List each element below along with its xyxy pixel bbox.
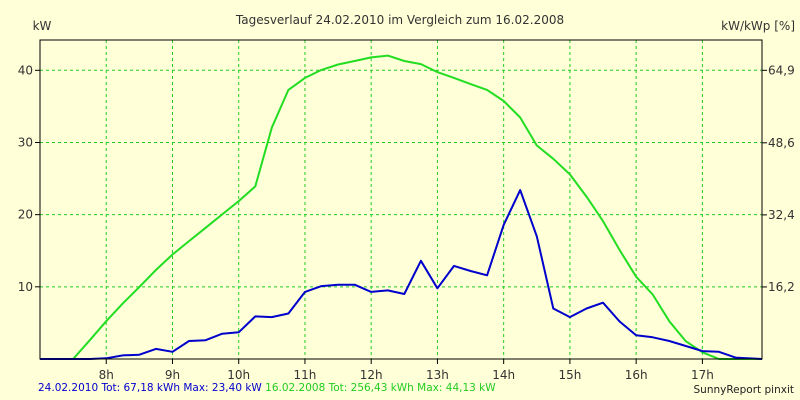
tick-label-left-2: 30	[18, 135, 33, 149]
tick-label-x-6: 14h	[492, 368, 515, 382]
series-line-16-02-2008	[40, 54, 762, 360]
tick-label-x-0: 8h	[99, 368, 114, 382]
tick-label-right-0: 16,2	[768, 280, 795, 294]
tick-label-x-7: 15h	[558, 368, 581, 382]
tick-label-right-3: 64,9	[768, 63, 795, 77]
tick-label-left-1: 20	[18, 208, 33, 222]
tick-label-right-2: 48,6	[768, 136, 795, 150]
tick-label-left-0: 10	[18, 280, 33, 294]
tick-label-x-8: 16h	[625, 368, 648, 382]
legend-series-2010: 24.02.2010 Tot: 67,18 kWh Max: 23,40 kW	[38, 382, 262, 394]
left-axis-unit: kW	[33, 19, 52, 33]
footer-legend: 24.02.2010 Tot: 67,18 kWh Max: 23,40 kW …	[38, 382, 496, 394]
chart-title: Tagesverlauf 24.02.2010 im Vergleich zum…	[235, 13, 564, 27]
tick-label-x-1: 9h	[165, 368, 180, 382]
credit-text: SunnyReport pinxit	[693, 384, 794, 396]
series-line-24-02-2010	[40, 189, 763, 360]
tick-label-x-4: 12h	[360, 368, 383, 382]
series-layer	[40, 54, 763, 360]
tick-labels: 8h 9h 10h 11h 12h 13h 14h 15h 16h 17h 10 20 30 40 16,2…	[18, 63, 795, 382]
tick-label-left-3: 40	[18, 63, 33, 77]
tick-label-x-2: 10h	[227, 368, 250, 382]
tick-label-x-3: 11h	[294, 368, 317, 382]
legend-series-2008: 16.02.2008 Tot: 256,43 kWh Max: 44,13 kW	[265, 382, 496, 394]
plot-area	[40, 40, 762, 359]
grid	[40, 40, 762, 359]
tick-label-x-9: 17h	[691, 368, 714, 382]
plot-frame	[39, 39, 763, 360]
tick-label-right-1: 32,4	[768, 208, 795, 222]
tick-label-x-5: 13h	[426, 368, 449, 382]
right-axis-unit: kW/kWp [%]	[721, 19, 795, 33]
